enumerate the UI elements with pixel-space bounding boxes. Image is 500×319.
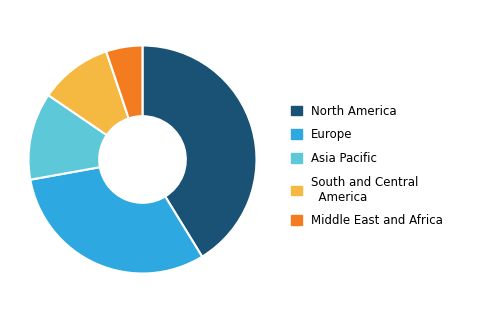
Legend: North America, Europe, Asia Pacific, South and Central
  America, Middle East an: North America, Europe, Asia Pacific, Sou… (291, 105, 443, 227)
Wedge shape (28, 95, 106, 180)
Wedge shape (30, 167, 202, 273)
Wedge shape (48, 51, 128, 135)
Wedge shape (106, 46, 142, 118)
Wedge shape (142, 46, 256, 257)
